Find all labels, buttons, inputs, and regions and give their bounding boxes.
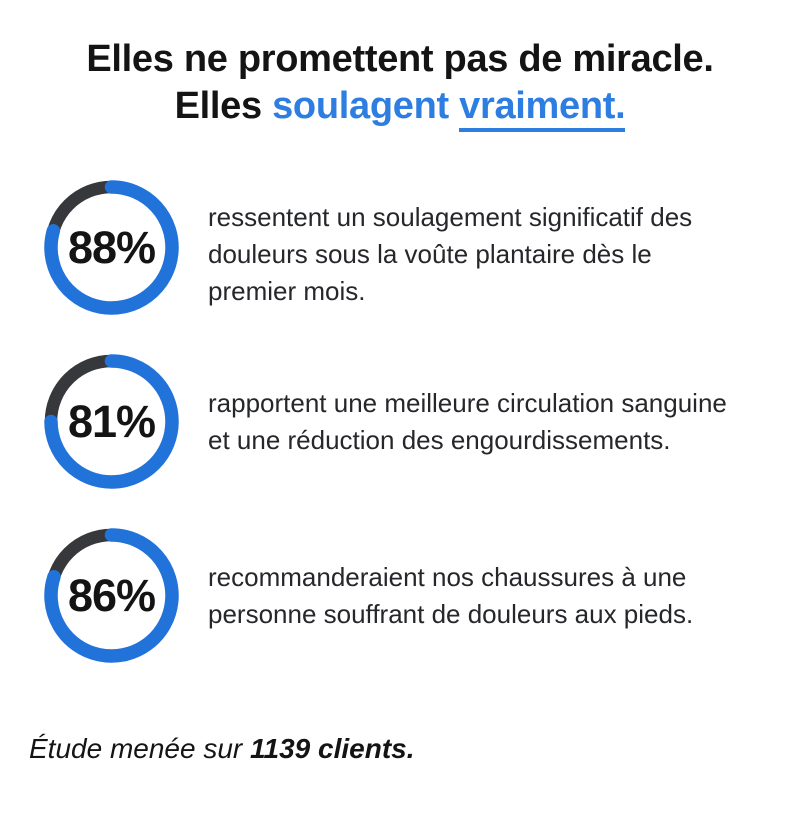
ring-percent-label: 81% [67,395,156,447]
stat-description: ressentent un soulagement significatif d… [208,202,693,306]
stat-row-3: 86% recommanderaient nos chaussures à un… [44,528,800,663]
ring-percent-label: 88% [67,221,156,273]
stat-row-1: 88% ressentent un soulagement significat… [44,180,800,315]
ring-percent-label: 86% [67,569,156,621]
stat-row-2: 81% rapportent une meilleure circulation… [44,354,800,489]
ring-progress-arc [44,180,179,315]
title-line-1: Elles ne promettent pas de miracle. [86,38,714,80]
title-line2-black-text: Elles [174,85,273,127]
study-footnote: Étude menée sur 1139 clients. [0,733,800,765]
title-line2-underlined-text: vraiment. [459,85,626,132]
ring-chart-86: 86% [44,528,179,663]
donut-ring-svg [44,180,179,315]
title-line2-accent-text: soulagent [272,85,460,127]
donut-ring-svg [44,528,179,663]
ring-progress-arc [44,528,179,663]
footnote-bold-text: 1139 clients. [250,733,415,764]
stat-description: recommanderaient nos chaussures à une pe… [208,561,694,629]
donut-ring-svg [44,354,179,489]
title-line-2: Elles soulagent vraiment. [0,83,800,132]
page: Elles ne promettent pas de miracle. Elle… [0,36,800,836]
ring-chart-88: 88% [44,180,179,315]
ring-chart-81: 81% [44,354,179,489]
infographic-page: { "colors": { "background": "#ffffff", "… [0,36,800,836]
ring-progress-arc [44,354,179,489]
footnote-prefix-text: Étude menée sur [29,733,251,764]
page-title: Elles ne promettent pas de miracle. Elle… [0,36,800,132]
stats-list: 88% ressentent un soulagement significat… [0,180,800,663]
stat-description: rapportent une meilleure circulation san… [208,387,727,455]
